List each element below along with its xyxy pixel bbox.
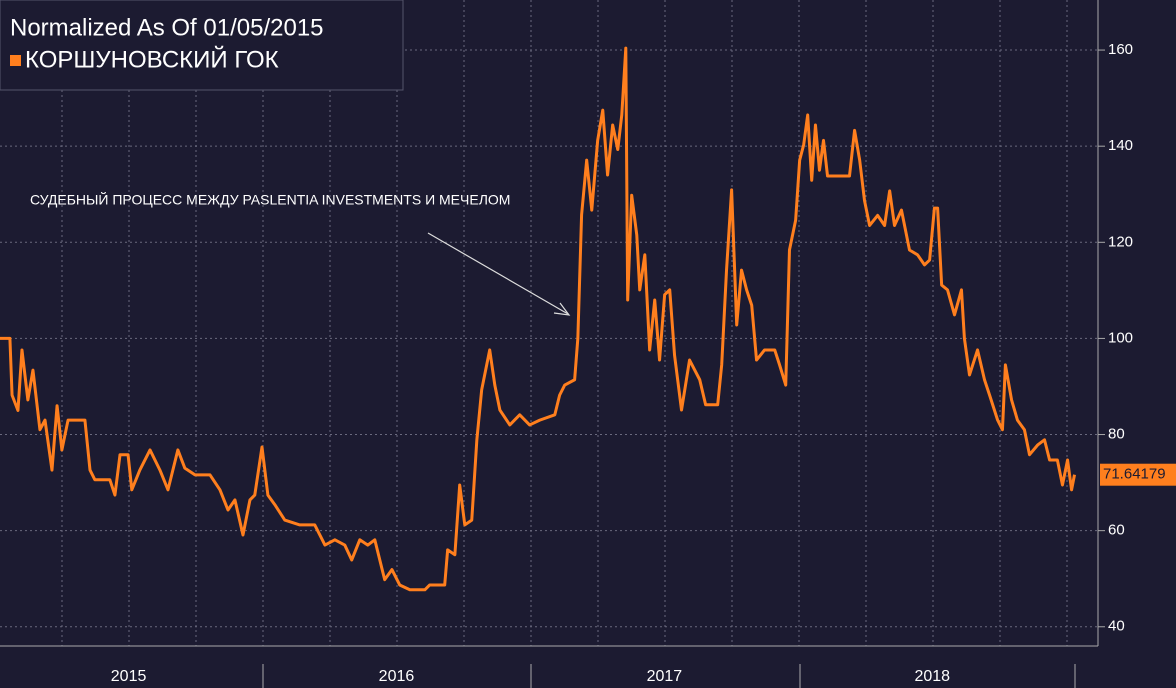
plot xyxy=(0,46,1076,592)
y-tick-label: 60 xyxy=(1108,522,1125,539)
x-tick-label: 2015 xyxy=(111,668,147,685)
y-tick-label: 140 xyxy=(1108,137,1133,154)
annotation-arrow xyxy=(427,232,569,315)
y-tick-label: 80 xyxy=(1108,426,1125,443)
y-tick-label: 40 xyxy=(1108,618,1125,635)
legend-label: КОРШУНОВСКИЙ ГОК xyxy=(25,45,279,73)
legend-box xyxy=(0,0,404,91)
x-tick-label: 2018 xyxy=(914,668,950,685)
last-value-box xyxy=(1100,463,1176,486)
grid xyxy=(0,0,1098,646)
annotation: СУДЕБНЫЙ ПРОЦЕСС МЕЖДУ PASLENTIA INVESTM… xyxy=(30,191,510,208)
y-tick-label: 160 xyxy=(1108,41,1133,58)
last-value-label: 71.64179 xyxy=(1103,466,1166,483)
x-tick-label: 2016 xyxy=(379,668,415,685)
legend-swatch xyxy=(10,55,21,66)
chart-title: Normalized As Of 01/05/2015 xyxy=(10,14,324,41)
series-line xyxy=(0,46,1076,592)
x-tick-label: 2017 xyxy=(647,668,683,685)
axes: 40 60 80 100 120 140 160 2015 2016 2017 2018 71.641… xyxy=(111,41,1176,685)
y-tick-label: 100 xyxy=(1108,329,1133,346)
y-tick-label: 120 xyxy=(1108,233,1133,250)
arrow-head xyxy=(553,302,571,316)
